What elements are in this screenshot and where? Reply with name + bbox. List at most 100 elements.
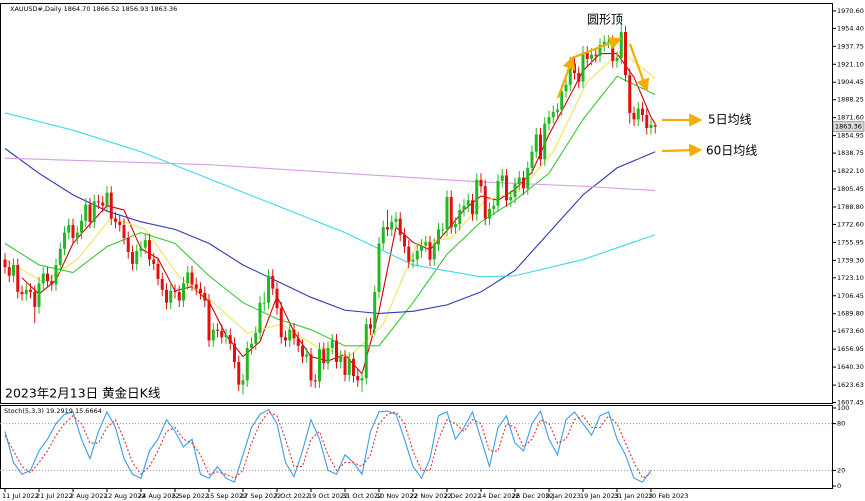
x-tick-label: 14 Dec 2022: [478, 492, 520, 500]
candle-body: [424, 242, 428, 246]
y-tick-label: 1623.63: [837, 381, 864, 389]
candle-body: [109, 192, 113, 219]
candle-body: [653, 125, 657, 127]
plot: 1607.45 1623.63 1640.30 1656.95 1673.60 1689.…: [0, 7, 865, 500]
candle-body: [339, 356, 343, 363]
candle-body: [556, 109, 559, 112]
y-tick-label: 1888.25: [837, 96, 864, 104]
candle-body: [101, 202, 105, 206]
candle-body: [203, 293, 207, 301]
arrows: [556, 37, 703, 157]
candle-body: [649, 124, 653, 129]
x-tick-label: 24 Aug 2022: [138, 492, 180, 500]
candle-body: [54, 264, 58, 285]
candle-body: [543, 123, 547, 160]
x-tick-label: 22 Nov 2022: [410, 492, 452, 500]
candle-body: [517, 177, 521, 185]
x-tick-label: 21 Jul 2022: [36, 492, 73, 500]
candle-body: [347, 358, 351, 375]
candle-body: [602, 41, 606, 45]
candle-body: [449, 197, 453, 228]
candle-body: [177, 291, 181, 301]
candle-body: [173, 290, 177, 292]
candle-body: [20, 291, 24, 295]
candle-body: [458, 209, 462, 224]
candle-body: [7, 267, 11, 276]
candle-body: [488, 208, 491, 219]
candle-body: [135, 250, 139, 264]
candle-body: [186, 272, 190, 284]
candle-body: [118, 221, 122, 226]
candle-body: [560, 91, 564, 110]
candle-body: [330, 340, 334, 349]
y-tick-label: 1607.45: [837, 399, 864, 407]
annotation: 圆形顶: [587, 13, 623, 27]
candle-body: [364, 324, 368, 379]
arrow: [628, 43, 650, 93]
candle-body: [454, 223, 457, 228]
candle-body: [267, 275, 270, 303]
candle-body: [415, 250, 419, 260]
candle-body: [305, 354, 309, 357]
candle-body: [216, 329, 219, 331]
candle-body: [190, 272, 194, 285]
candle-body: [624, 32, 627, 76]
candle-body: [199, 288, 202, 294]
series-line: [4, 75, 656, 347]
candle-body: [33, 291, 37, 308]
candle-body: [369, 324, 372, 329]
y-tick-label: 1937.75: [837, 42, 864, 50]
candle-body: [262, 302, 266, 304]
y-tick-label: 1755.95: [837, 238, 864, 246]
candle-body: [88, 204, 92, 222]
candle-body: [381, 227, 385, 244]
annotation: 2023年2月13日 黄金日K线: [5, 386, 161, 401]
candle-body: [335, 340, 338, 363]
series-line: [4, 157, 656, 192]
candle-body: [407, 246, 411, 262]
x-tick-label: 5 Sep 2022: [172, 492, 209, 500]
candle-body: [67, 225, 71, 233]
candle-body: [139, 247, 143, 251]
candle-body: [581, 52, 585, 82]
candle-body: [356, 376, 360, 381]
y-tick-label: 1739.30: [837, 256, 864, 264]
candle-body: [500, 175, 504, 181]
candle-body: [398, 218, 402, 235]
candle-body: [228, 335, 232, 344]
x-tick-label: 7 Oct 2022: [274, 492, 310, 500]
candle-body: [143, 240, 147, 248]
price-label: 1863.36: [835, 123, 862, 131]
x-tick-label: 2 Aug 2022: [70, 492, 108, 500]
arrow: [661, 143, 703, 157]
candle-body: [152, 259, 156, 264]
x-tick-label: 2 Dec 2022: [444, 492, 481, 500]
x-tick-label: 10 Nov 2022: [376, 492, 418, 500]
candle-body: [58, 248, 62, 265]
candle-body: [632, 112, 636, 120]
candle-body: [513, 184, 517, 198]
y-tick-label: 1854.95: [837, 132, 864, 140]
candle-body: [611, 41, 615, 62]
candle-body: [441, 229, 445, 231]
candle-body: [466, 200, 470, 206]
y-tick-label: 1788.80: [837, 203, 864, 211]
series-line: [4, 112, 656, 278]
y-tick-label: 1706.45: [837, 292, 864, 300]
candle-body: [534, 134, 538, 152]
y-tick-label: 1904.45: [837, 78, 864, 86]
candle-body: [50, 281, 54, 285]
candle-body: [432, 244, 436, 260]
y-tick-label: 1723.10: [837, 274, 864, 282]
y-tick-label: 1970.60: [837, 7, 864, 15]
candle-body: [377, 243, 381, 292]
y-tick-label: 0: [837, 482, 841, 490]
candle-body: [160, 278, 164, 290]
y-tick-label: 1772.60: [837, 220, 864, 228]
candle-body: [551, 111, 555, 118]
candle-body: [41, 273, 45, 284]
candle-body: [296, 338, 300, 346]
candle-body: [594, 54, 598, 56]
candle-body: [641, 108, 644, 116]
